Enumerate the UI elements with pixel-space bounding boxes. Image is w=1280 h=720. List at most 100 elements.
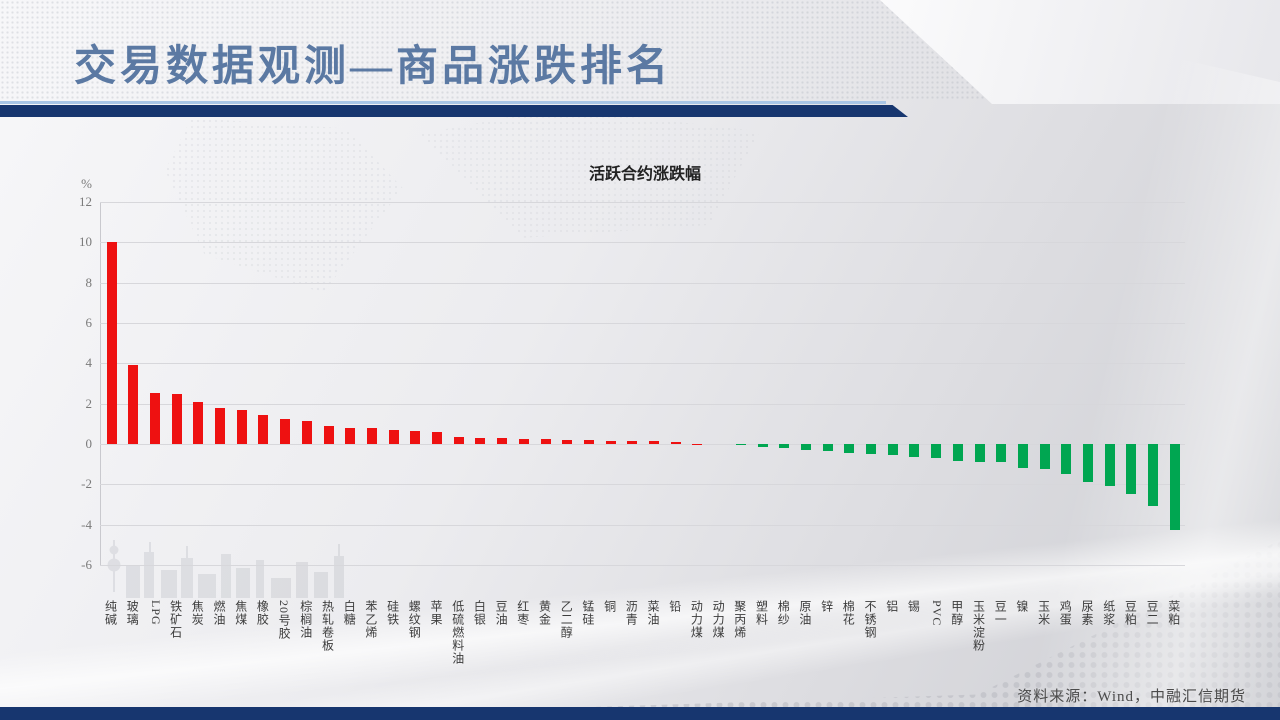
x-axis-label: LPG [148,600,163,626]
bar [583,439,594,444]
bar [215,407,225,444]
bar [540,439,551,444]
gridline [100,242,1185,244]
bar [887,444,898,456]
footer-bar [0,707,1280,720]
bar [1169,444,1180,530]
gridline [100,484,1185,486]
bar [1104,444,1115,487]
bar [236,409,247,444]
x-axis-label: 豆一 [993,600,1008,626]
x-axis-label: 白银 [472,600,487,626]
bar [996,444,1007,463]
x-axis-label: 甲醇 [949,600,964,626]
bar [952,444,963,461]
x-axis-label: 原油 [797,600,812,626]
bar [757,444,768,447]
y-tick-label: 0 [85,436,93,451]
x-axis-label: 锰硅 [580,600,595,626]
x-axis-label: 苯乙烯 [363,600,378,639]
x-axis-label: 苹果 [429,600,443,626]
title-rule-accent [0,101,886,104]
x-axis-label: 豆粕 [1123,600,1138,626]
bar [323,426,334,444]
x-axis-label: 尿素 [1080,600,1094,626]
x-axis-label: 锌 [819,600,834,613]
y-tick-label: 12 [79,194,92,209]
x-axis-label: 乙二醇 [559,600,574,639]
bar [779,444,790,448]
gridline [100,363,1185,365]
bar [128,365,139,444]
bar [605,440,616,444]
bar [844,444,855,454]
x-axis-label: 黄金 [537,600,552,626]
gridline [100,202,1185,203]
x-axis-label: 动力煤 [689,600,704,639]
skyline-silhouette [107,540,344,598]
bar [562,439,573,444]
x-axis-label: 镍 [1014,600,1029,613]
bar [931,444,942,458]
bar [453,436,464,444]
x-axis-label: 塑料 [754,600,769,626]
gridline [100,282,1185,284]
bar [518,438,529,444]
x-axis-label: 热轧卷板 [320,600,335,652]
x-axis-label: 棉花 [841,600,856,626]
page-title: 交易数据观测—商品涨跌排名 [74,44,673,90]
chart-title: 活跃合约涨跌幅 [588,166,701,183]
bar [171,393,182,444]
bar [258,415,269,444]
bar [475,437,486,444]
bar [822,444,833,451]
bar [432,432,442,444]
x-axis-label: 鸡蛋 [1058,600,1073,626]
y-tick-label: 10 [79,234,92,250]
x-axis-label: 铅 [667,600,682,613]
bar [193,401,204,444]
bar [388,429,399,444]
x-axis-label: 焦炭 [190,600,205,626]
x-axis-label: 铜 [602,600,617,613]
x-axis-label: 玉米 [1036,600,1051,626]
bar [627,441,638,444]
gridline [100,444,1185,445]
x-axis-label: 铁矿石 [168,600,183,639]
bar [670,442,681,444]
x-axis-label: 螺纹钢 [407,600,422,639]
gridline [100,524,1185,526]
x-axis-label: 锡 [906,600,921,613]
x-axis-label: 硅铁 [385,600,400,626]
title-rule [0,105,908,117]
y-tick-label: 6 [85,315,93,330]
y-axis-unit-label: % [81,176,92,191]
gridline [100,403,1185,405]
bar [106,242,117,444]
x-axis-label: 棕榈油 [298,600,313,639]
x-axis-label: 菜油 [646,600,660,626]
x-axis-label: 低硫燃料油 [450,600,465,665]
x-axis-label: 焦煤 [233,600,248,626]
bar [410,431,421,444]
bar [366,428,377,444]
bar [1083,444,1093,483]
bar [1126,444,1137,495]
y-tick-label: -4 [81,516,92,532]
x-axis-label: 红枣 [515,600,530,626]
y-tick-label: -2 [81,476,92,492]
x-axis-label: 纸浆 [1101,600,1116,626]
x-axis-label: 纯碱 [103,600,118,626]
bar [345,427,356,444]
x-axis-label: 沥青 [624,600,639,626]
source-note: 资料来源：Wind，中融汇信期货 [1017,689,1246,705]
bar [301,420,312,444]
bar [1148,444,1159,507]
bar [1039,444,1050,469]
bar [149,392,160,444]
bar [1061,444,1072,474]
y-tick-label: 8 [85,274,93,290]
bar [866,444,876,455]
gridline [100,323,1185,324]
